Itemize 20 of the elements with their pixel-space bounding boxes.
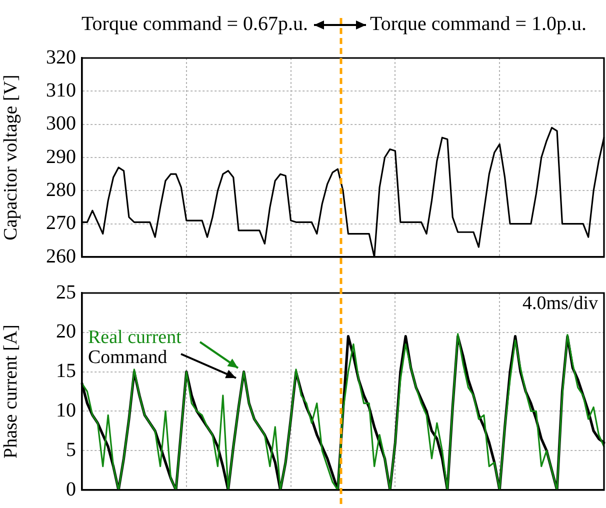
y-tick-label: 260: [46, 245, 76, 268]
y-tick-label: 25: [56, 281, 76, 304]
legend-label: Command: [88, 347, 168, 368]
y-tick-label: 20: [56, 320, 76, 343]
y-tick-label: 320: [46, 46, 76, 68]
y-tick-label: 300: [46, 112, 76, 135]
y-axis-title: Capacitor voltage [V]: [0, 74, 22, 240]
y-tick-label: 0: [66, 478, 76, 500]
y-tick-label: 310: [46, 79, 76, 102]
annotation: 4.0ms/div: [522, 293, 598, 315]
text: Torque command = 0.67p.u.: [81, 12, 308, 36]
text: Torque command = 1.0p.u.: [370, 12, 587, 36]
y-tick-label: 270: [46, 212, 76, 234]
y-tick-label: 5: [66, 438, 76, 461]
series-label: Real current: [88, 327, 182, 348]
y-tick-label: 280: [46, 178, 76, 201]
y-tick-label: 10: [56, 399, 76, 422]
y-tick-label: 15: [56, 360, 76, 382]
y-axis-title: Phase current [A]: [0, 324, 22, 459]
y-tick-label: 290: [46, 146, 76, 168]
